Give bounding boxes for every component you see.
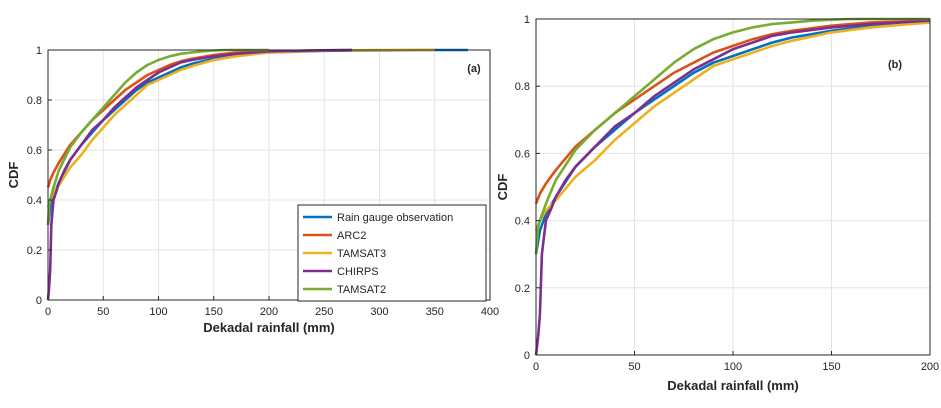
x-tick-label: 150 [822,361,840,373]
x-tick-label: 100 [149,306,167,318]
y-tick-label: 0.6 [515,148,530,160]
y-axis-label: CDF [495,174,510,201]
x-tick-label: 200 [260,306,278,318]
y-axis-label: CDF [6,162,21,189]
series-line-tamsat2 [534,17,930,255]
x-tick-label: 400 [481,306,499,318]
x-tick-label: 50 [97,306,109,318]
series-line-tamsat2 [46,48,269,226]
y-tick-label: 0.2 [515,283,530,295]
y-tick-label: 0.8 [515,81,530,93]
x-axis-label: Dekadal rainfall (mm) [667,378,799,393]
x-tick-label: 100 [724,361,742,373]
chart-panel-1: 0 50 100 150 200 0 0.2 0.4 0.6 0.8 1 Dekadal rainfa… [495,14,939,393]
legend-entry: TAMSAT3 [337,248,386,260]
x-tick-label: 50 [628,361,640,373]
y-tick-label: 0.4 [515,216,530,228]
panel-label: (b) [888,59,902,71]
panel-label: (a) [467,63,481,75]
x-tick-label: 200 [921,361,939,373]
y-tick-label: 0.4 [27,195,42,207]
x-tick-label: 300 [370,306,388,318]
y-tick-label: 0.8 [27,95,42,107]
y-tick-label: 0.6 [27,145,42,157]
y-tick-label: 1 [36,45,42,57]
x-axis-label: Dekadal rainfall (mm) [203,320,335,335]
y-tick-label: 0.2 [27,245,42,257]
x-tick-label: 250 [315,306,333,318]
x-tick-label: 0 [533,361,539,373]
chart-panel-0: 0 50 100 150 200 250 300 350 400 0 0.2 0.4 0.6 0.8 1 De… [6,45,499,335]
x-tick-label: 350 [426,306,444,318]
x-tick-label: 150 [205,306,223,318]
y-tick-label: 0 [524,350,530,362]
legend-entry: CHIRPS [337,266,379,278]
legend-entry: ARC2 [337,230,366,242]
legend: Rain gauge observation ARC2 TAMSAT3 CHIRPS T… [297,204,487,302]
series-line-chirps [534,19,931,356]
x-tick-label: 0 [45,306,51,318]
series-line-arc2 [534,19,931,205]
y-tick-label: 0 [36,295,42,307]
series-line-tamsat3 [46,48,435,208]
y-tick-label: 1 [524,14,530,26]
series-line-chirps [46,48,352,301]
legend-entry: Rain gauge observation [337,212,453,224]
legend-entry: TAMSAT2 [337,284,386,296]
